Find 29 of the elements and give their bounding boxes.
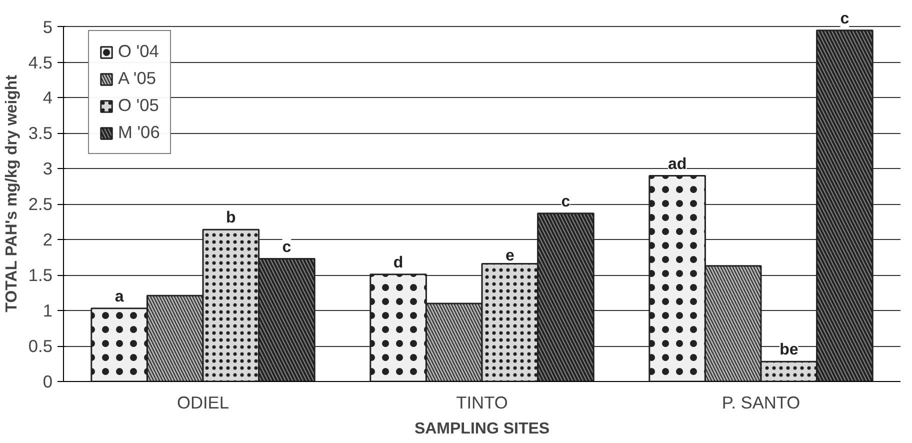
data-label: e xyxy=(505,248,514,265)
data-label: c xyxy=(282,238,292,256)
y-tick-label: 3 xyxy=(42,158,53,179)
legend-label: O '05 xyxy=(118,95,159,116)
x-tick-label: ODIEL xyxy=(177,392,230,412)
legend-label: O '04 xyxy=(118,41,159,62)
data-label: be xyxy=(780,342,798,359)
x-tick-label: P. SANTO xyxy=(722,392,800,412)
data-label: c xyxy=(840,10,850,28)
data-label: d xyxy=(393,254,404,272)
data-label: b xyxy=(226,210,236,227)
y-tick-label: 2 xyxy=(42,230,53,250)
data-label: c xyxy=(561,193,570,210)
legend-label: A '05 xyxy=(118,68,156,89)
x-axis-title: SAMPLING SITES xyxy=(414,420,550,438)
y-tick-label: 1.5 xyxy=(28,265,53,286)
y-tick-label: 4 xyxy=(42,88,53,108)
y-tick-label: 3.5 xyxy=(28,123,53,144)
data-label: ad xyxy=(668,156,687,173)
x-tick-label: TINTO xyxy=(456,392,508,412)
data-label: a xyxy=(114,288,124,306)
y-tick-label: 0 xyxy=(42,372,53,392)
legend-label: M '06 xyxy=(118,122,160,143)
y-tick-label: 2.5 xyxy=(28,194,53,214)
y-tick-label: 4.5 xyxy=(28,52,53,72)
y-tick-label: 1 xyxy=(42,300,53,321)
y-tick-label: 0.5 xyxy=(28,336,53,356)
y-axis-title: TOTAL PAH's mg/kg dry weight xyxy=(3,74,20,312)
y-tick-label: 5 xyxy=(42,16,53,37)
